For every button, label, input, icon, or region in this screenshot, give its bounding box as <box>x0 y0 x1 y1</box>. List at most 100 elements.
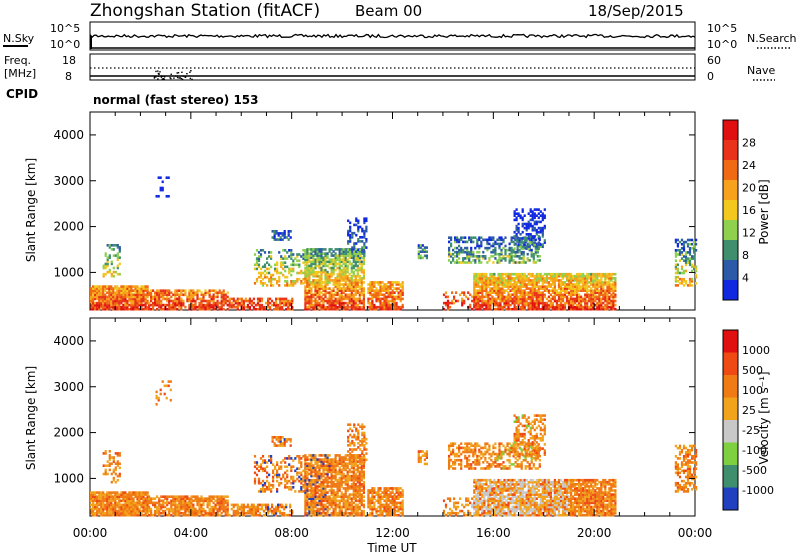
echo-cell <box>304 462 307 465</box>
echo-cell <box>298 471 301 475</box>
echo-cell <box>584 305 587 309</box>
echo-cell <box>304 293 307 297</box>
echo-cell <box>156 495 159 498</box>
echo-cell <box>330 274 333 278</box>
echo-cell <box>176 297 179 301</box>
echo-cell <box>344 250 347 253</box>
echo-cell <box>531 235 534 238</box>
echo-cell <box>513 212 516 215</box>
echo-cell <box>178 289 181 292</box>
freq-dot <box>161 78 163 80</box>
echo-cell <box>140 305 143 309</box>
echo-cell <box>484 257 487 260</box>
echo-cell <box>182 303 185 307</box>
echo-cell <box>612 305 615 309</box>
echo-cell <box>116 513 119 517</box>
echo-cell <box>102 274 105 278</box>
echo-cell <box>497 287 500 290</box>
echo-cell <box>401 281 404 284</box>
echo-cell <box>586 281 589 284</box>
echo-cell <box>280 477 283 481</box>
echo-cell <box>254 303 258 307</box>
echo-cell <box>259 280 263 283</box>
echo-cell <box>516 261 519 264</box>
echo-cell <box>196 511 199 515</box>
echo-cell <box>170 305 173 309</box>
echo-cell <box>381 307 384 311</box>
echo-cell <box>612 295 615 299</box>
echo-cell <box>152 303 155 307</box>
echo-cell <box>610 293 613 297</box>
echo-cell <box>290 280 293 283</box>
echo-cell <box>553 307 556 311</box>
echo-cell <box>300 479 303 483</box>
echo-cell <box>461 291 464 294</box>
echo-cell <box>98 303 101 307</box>
echo-cell <box>102 266 105 270</box>
echo-cell <box>304 279 307 282</box>
echo-cell <box>126 513 129 517</box>
echo-cell <box>481 277 484 280</box>
echo-cell <box>473 299 476 303</box>
echo-cell <box>612 283 615 286</box>
echo-cell <box>504 236 507 239</box>
echo-cell <box>306 489 309 492</box>
echo-cell <box>198 497 201 500</box>
echo-cell <box>202 507 205 511</box>
echo-cell <box>261 488 265 491</box>
echo-cell <box>442 293 446 297</box>
echo-cell <box>555 277 558 280</box>
echo-cell <box>531 289 534 292</box>
echo-cell <box>598 281 601 284</box>
echo-cell <box>322 289 325 292</box>
echo-cell <box>596 301 599 305</box>
echo-cell <box>92 297 95 301</box>
echo-cell <box>610 277 613 280</box>
echo-cell <box>312 272 315 276</box>
echo-cell <box>395 289 398 292</box>
echo-cell <box>106 305 109 309</box>
echo-cell <box>381 293 384 297</box>
echo-cell <box>296 467 299 470</box>
echo-cell <box>110 299 113 303</box>
echo-cell <box>511 285 514 288</box>
echo-cell <box>446 303 450 307</box>
echo-cell <box>170 507 173 511</box>
echo-cell <box>549 289 552 292</box>
echo-cell <box>304 509 307 513</box>
echo-cell <box>156 299 159 303</box>
echo-cell <box>614 283 617 286</box>
echo-cell <box>594 274 597 278</box>
echo-cell <box>477 303 480 307</box>
echo-cell <box>346 287 349 290</box>
echo-cell <box>314 287 317 290</box>
echo-cell <box>314 305 317 309</box>
echo-cell <box>359 256 362 260</box>
echo-cell <box>126 493 129 496</box>
echo-cell <box>563 307 567 311</box>
echo-cell <box>676 271 679 275</box>
echo-cell <box>541 235 544 238</box>
echo-cell <box>326 283 329 286</box>
echo-cell <box>126 497 129 500</box>
echo-cell <box>308 480 311 484</box>
echo-cell <box>462 236 465 239</box>
echo-cell <box>515 285 518 288</box>
echo-cell <box>292 267 295 271</box>
echo-cell <box>268 473 271 477</box>
echo-cell <box>166 497 169 500</box>
echo-cell <box>338 270 341 274</box>
echo-cell <box>549 293 552 297</box>
echo-cell <box>279 305 282 309</box>
echo-cell <box>90 509 93 513</box>
echo-cell <box>130 507 133 511</box>
echo-cell <box>284 479 287 483</box>
echo-cell <box>242 503 245 507</box>
echo-cell <box>338 281 341 284</box>
echo-cell <box>304 505 307 509</box>
echo-cell <box>267 301 270 305</box>
echo-cell <box>242 513 245 517</box>
echo-cell <box>338 305 341 309</box>
echo-cell <box>519 237 522 240</box>
echo-cell <box>468 250 471 254</box>
